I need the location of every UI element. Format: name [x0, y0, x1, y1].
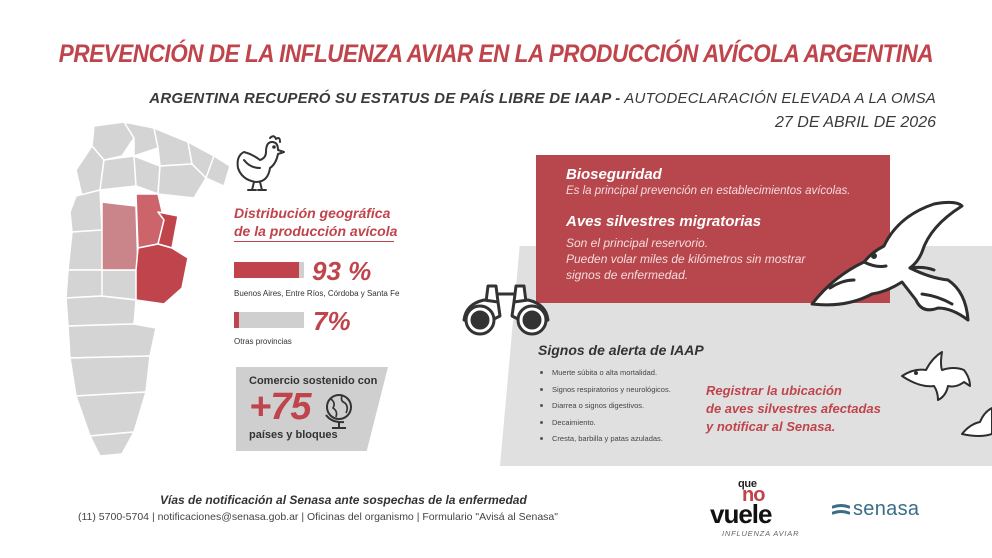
alert-title: Signos de alerta de IAAP — [538, 342, 704, 358]
tiny-bird-icon — [961, 407, 992, 437]
small-bird-icon — [901, 351, 971, 401]
list-item: Signos respiratorios y neurológicos. — [540, 385, 671, 402]
footer-title: Vías de notificación al Senasa ante sosp… — [160, 493, 527, 507]
flying-bird-icon — [810, 200, 970, 322]
wild-birds-text: Son el principal reservorio. Pueden vola… — [566, 235, 805, 283]
wild-birds-line: signos de enfermedad. — [566, 268, 689, 282]
list-item: Diarrea o signos digestivos. — [540, 401, 671, 418]
subtitle-omsa: AUTODECLARACIÓN ELEVADA A LA OMSA — [620, 90, 936, 107]
senasa-logo-icon — [832, 504, 850, 515]
register-call-to-action: Registrar la ubicación de aves silvestre… — [706, 382, 881, 436]
campaign-logo-no: no — [742, 484, 765, 506]
list-item: Cresta, barbilla y patas azuladas. — [540, 434, 671, 451]
alert-signs-list: Muerte súbita o alta mortalidad. Signos … — [540, 368, 671, 451]
bar-main-provinces-fill — [234, 262, 300, 278]
chicken-icon — [236, 135, 285, 191]
bar-other-provinces-percent: 7% — [313, 306, 351, 336]
distribution-underline — [234, 241, 394, 242]
bar-other-provinces-fill — [234, 312, 239, 328]
argentina-map-icon — [65, 121, 231, 457]
register-line: Registrar la ubicación — [706, 383, 842, 398]
bar-main-provinces — [234, 262, 304, 278]
wild-birds-title: Aves silvestres migratorias — [566, 213, 762, 230]
register-line: y notificar al Senasa. — [706, 419, 836, 434]
wild-birds-line: Son el principal reservorio. — [566, 236, 709, 250]
list-item: Decaimiento. — [540, 418, 671, 435]
subtitle-status: ARGENTINA RECUPERÓ SU ESTATUS DE PAÍS LI… — [149, 90, 621, 107]
campaign-logo-subtitle: INFLUENZA AVIAR — [722, 529, 800, 538]
page-title: PREVENCIÓN DE LA INFLUENZA AVIAR EN LA P… — [58, 40, 934, 68]
globe-icon — [325, 394, 352, 429]
distribution-title-line1: Distribución geográfica — [234, 205, 391, 221]
senasa-logo-text: senasa — [853, 498, 920, 520]
binoculars-icon — [462, 284, 550, 336]
info-panel — [536, 155, 890, 303]
biosecurity-title: Bioseguridad — [566, 166, 662, 183]
bar-main-provinces-caption: Buenos Aires, Entre Ríos, Córdoba y Sant… — [234, 289, 400, 298]
bar-other-provinces-caption: Otras provincias — [234, 337, 292, 346]
footer-contacts: (11) 5700-5704 | notificaciones@senasa.g… — [78, 511, 558, 523]
distribution-title-line2: de la producción avícola — [234, 223, 398, 239]
distribution-title: Distribución geográfica de la producción… — [234, 204, 397, 240]
campaign-logo-que: que — [738, 478, 757, 490]
commerce-line1: Comercio sostenido con — [249, 375, 378, 387]
commerce-line2: países y bloques — [249, 429, 338, 441]
bar-other-provinces — [234, 312, 304, 328]
campaign-logo-vuele: vuele — [710, 499, 772, 529]
list-item: Muerte súbita o alta mortalidad. — [540, 368, 671, 385]
wild-birds-line: Pueden volar miles de kilómetros sin mos… — [566, 252, 806, 266]
page-subtitle: ARGENTINA RECUPERÓ SU ESTATUS DE PAÍS LI… — [149, 90, 936, 107]
biosecurity-text: Es la principal prevención en establecim… — [566, 185, 851, 197]
commerce-number: +75 — [249, 386, 311, 428]
bar-main-provinces-percent: 93 % — [312, 256, 372, 286]
page-date: 27 DE ABRIL DE 2026 — [775, 114, 936, 131]
register-line: de aves silvestres afectadas — [706, 401, 881, 416]
commerce-panel — [236, 367, 388, 451]
